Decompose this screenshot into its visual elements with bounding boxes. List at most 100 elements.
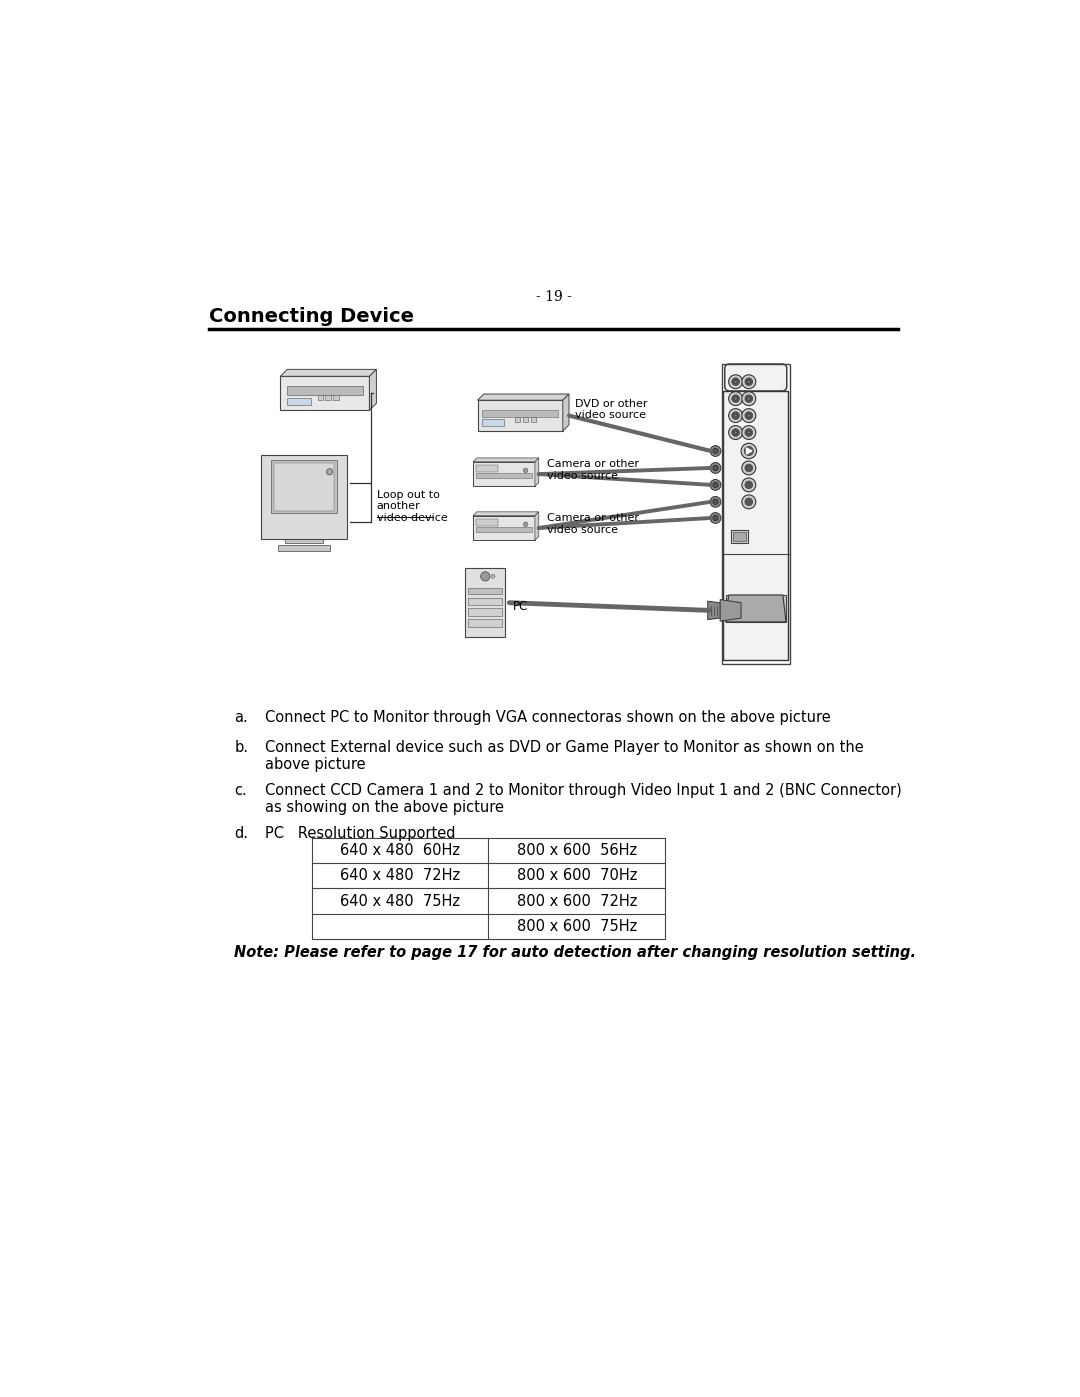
Bar [477,400,563,432]
Circle shape [713,482,718,488]
Circle shape [524,522,528,527]
Bar [733,532,745,541]
Bar [286,387,363,395]
Polygon shape [281,369,377,376]
Circle shape [742,461,756,475]
Circle shape [713,515,718,521]
Circle shape [745,377,753,386]
Circle shape [710,496,721,507]
Polygon shape [473,458,539,462]
Bar [476,465,498,472]
Bar [334,394,339,400]
Polygon shape [726,595,786,622]
Circle shape [713,465,718,471]
Text: as showing on the above picture: as showing on the above picture [266,800,504,814]
Bar [271,460,337,513]
Bar [482,411,558,418]
Circle shape [729,391,743,405]
Text: 640 x 480  75Hz: 640 x 480 75Hz [340,894,460,908]
Text: 800 x 600  70Hz: 800 x 600 70Hz [516,868,637,883]
Text: b.: b. [234,740,248,754]
Text: - 19 -: - 19 - [536,291,571,305]
Text: Camera or other
video source: Camera or other video source [548,513,639,535]
Circle shape [745,497,753,506]
Text: a.: a. [234,711,248,725]
Bar [482,419,503,426]
Circle shape [742,495,756,509]
Circle shape [747,414,751,418]
Circle shape [710,446,721,457]
Bar [724,391,788,661]
Circle shape [729,374,743,388]
Polygon shape [707,601,725,620]
Circle shape [747,432,751,434]
Circle shape [742,391,756,405]
Circle shape [729,426,743,440]
Bar [469,609,502,616]
Text: Note: Please refer to page 17 for auto detection after changing resolution setti: Note: Please refer to page 17 for auto d… [234,946,916,960]
Bar [465,569,505,637]
Text: 640 x 480  72Hz: 640 x 480 72Hz [340,868,460,883]
Circle shape [732,412,740,419]
Circle shape [742,426,756,440]
Circle shape [713,448,718,454]
Circle shape [742,478,756,492]
Text: c.: c. [234,782,247,798]
Circle shape [491,574,495,578]
Bar [476,472,531,478]
Circle shape [745,481,753,489]
Bar [469,588,502,594]
Text: 800 x 600  75Hz: 800 x 600 75Hz [516,919,637,935]
Bar [731,531,748,542]
Polygon shape [535,511,539,541]
Text: 640 x 480  60Hz: 640 x 480 60Hz [340,842,460,858]
Polygon shape [477,394,569,400]
Bar [476,527,531,532]
Circle shape [745,429,753,436]
Circle shape [710,462,721,474]
Circle shape [729,409,743,422]
Circle shape [710,479,721,490]
Circle shape [734,380,738,383]
Text: Connect External device such as DVD or Game Player to Monitor as shown on the: Connect External device such as DVD or G… [266,740,864,754]
Circle shape [745,395,753,402]
Text: Camera or other
video source: Camera or other video source [548,460,639,481]
Circle shape [741,443,757,458]
Bar [473,462,535,486]
Circle shape [732,395,740,402]
Bar [469,619,502,627]
Bar [469,598,502,605]
Bar [286,398,311,405]
Circle shape [744,447,754,455]
Bar [476,520,498,525]
Bar [285,536,323,543]
Bar [318,394,323,400]
Circle shape [747,397,751,400]
Polygon shape [473,511,539,515]
Bar [721,365,789,665]
Text: 800 x 600  72Hz: 800 x 600 72Hz [516,894,637,908]
Text: Connect PC to Monitor through VGA connectoras shown on the above picture: Connect PC to Monitor through VGA connec… [266,711,831,725]
Polygon shape [535,458,539,486]
Bar [726,595,786,622]
Bar [515,416,521,422]
Circle shape [326,469,333,475]
FancyBboxPatch shape [725,365,786,391]
Bar [530,416,536,422]
Bar [523,416,528,422]
Circle shape [745,464,753,472]
Circle shape [713,499,718,504]
Bar [274,462,334,511]
Text: above picture: above picture [266,757,366,771]
Circle shape [742,374,756,388]
Bar [261,455,347,539]
Circle shape [734,397,738,400]
Bar [325,394,330,400]
Circle shape [524,468,528,472]
Polygon shape [746,448,752,454]
Circle shape [747,380,751,383]
Text: Connecting Device: Connecting Device [208,307,414,326]
Text: Connect CCD Camera 1 and 2 to Monitor through Video Input 1 and 2 (BNC Connector: Connect CCD Camera 1 and 2 to Monitor th… [266,782,902,798]
Polygon shape [369,369,377,411]
Text: Loop out to
another
video device: Loop out to another video device [377,489,447,522]
